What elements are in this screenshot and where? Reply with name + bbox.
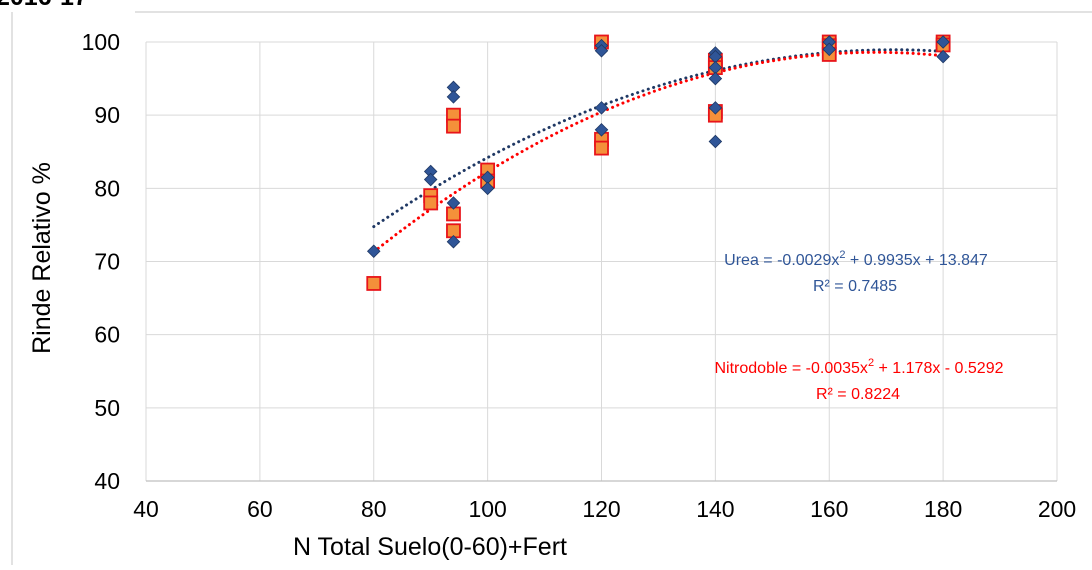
urea-point [936, 35, 950, 49]
urea-point [594, 123, 609, 137]
urea-equation: Urea = -0.0029x2 + 0.9935x + 13.847 [724, 249, 988, 269]
x-tick-label: 120 [582, 496, 620, 522]
nitrodoble-point [366, 276, 382, 291]
y-tick-label: 100 [82, 29, 120, 55]
nitrodoble-point [446, 118, 461, 134]
urea-point [446, 234, 461, 249]
x-tick-label: 40 [133, 496, 159, 522]
urea-trendline [372, 48, 945, 229]
y-tick-label: 70 [94, 249, 120, 275]
urea-point [594, 101, 609, 115]
nitrodoble-trendline [372, 50, 945, 254]
urea-point [594, 44, 609, 58]
x-tick-label: 140 [696, 496, 734, 522]
axes: 40 60 80 100 120 140 160 180 200 40 50 60 70 80 90 100 [82, 29, 1077, 522]
nitrodoble-point [594, 140, 609, 156]
x-axis-title: N Total Suelo(0-60)+Fert [293, 533, 567, 561]
trendlines [372, 48, 945, 254]
nitrodoble-equation: Nitrodoble = -0.0035x2 + 1.178x - 0.5292 [715, 357, 1004, 377]
x-tick-label: 180 [924, 496, 962, 522]
y-tick-label: 60 [94, 322, 120, 348]
data-points [366, 34, 951, 291]
y-tick-label: 90 [94, 102, 120, 128]
x-tick-label: 160 [810, 496, 848, 522]
urea-point [708, 71, 723, 86]
urea-point [936, 49, 950, 64]
urea-point [708, 101, 723, 115]
urea-point [708, 134, 723, 149]
urea-point [822, 42, 837, 57]
y-tick-label: 80 [94, 175, 120, 201]
urea-r2: R² = 0.7485 [813, 278, 897, 295]
x-tick-label: 60 [247, 496, 273, 522]
urea-point [446, 90, 461, 104]
urea-point [480, 181, 495, 196]
nitrodoble-r2: R² = 0.8224 [816, 386, 900, 403]
x-tick-label: 200 [1038, 496, 1076, 522]
y-tick-label: 50 [94, 395, 120, 421]
nitrodoble-point [423, 195, 439, 211]
x-tick-label: 100 [468, 496, 506, 522]
urea-point [423, 172, 438, 187]
y-tick-label: 40 [94, 468, 120, 494]
urea-point [446, 196, 461, 210]
y-axis-title: Rinde Relativo % [28, 162, 56, 354]
chart-title: 2016-17 [0, 0, 88, 11]
x-tick-label: 80 [361, 496, 387, 522]
urea-point [366, 244, 381, 259]
